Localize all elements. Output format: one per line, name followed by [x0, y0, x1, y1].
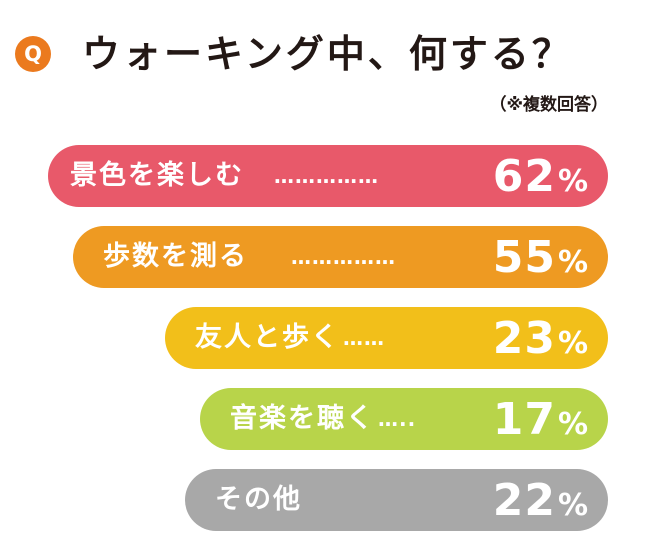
bar-value: 17% — [493, 388, 588, 450]
bar-value: 22% — [493, 469, 588, 531]
bar-label: 友人と歩く — [195, 322, 340, 353]
value-number: 17 — [492, 394, 556, 445]
bar-label: 音楽を聴く — [230, 403, 375, 434]
value-number: 22 — [492, 475, 556, 526]
chart-note: （※複数回答） — [489, 95, 608, 115]
chart-title: ウォーキング中、何する？ — [82, 32, 573, 76]
bar-label: その他 — [215, 484, 302, 515]
value-number: 55 — [492, 232, 556, 283]
value-unit: % — [557, 488, 588, 523]
value-number: 23 — [492, 313, 556, 364]
value-number: 62 — [492, 151, 556, 202]
dot-leader: ….. — [378, 407, 417, 431]
question-badge: Q — [15, 36, 51, 72]
dot-leader: …… — [343, 326, 385, 350]
bar: 友人と歩く…… 23% — [165, 307, 608, 369]
bar-value: 55% — [493, 226, 588, 288]
bar-value: 23% — [493, 307, 588, 369]
dot-leader: …………… — [274, 164, 379, 188]
value-unit: % — [557, 326, 588, 361]
dot-leader: …………… — [291, 245, 396, 269]
bar: 景色を楽しむ …………… 62% — [48, 145, 608, 207]
bar: 音楽を聴く….. 17% — [200, 388, 608, 450]
value-unit: % — [557, 245, 588, 280]
value-unit: % — [557, 164, 588, 199]
bar-label: 景色を楽しむ — [70, 160, 244, 191]
bar-label: 歩数を測る — [103, 241, 248, 272]
bar: 歩数を測る …………… 55% — [73, 226, 608, 288]
value-unit: % — [557, 407, 588, 442]
bar: その他 22% — [185, 469, 608, 531]
bar-value: 62% — [493, 145, 588, 207]
